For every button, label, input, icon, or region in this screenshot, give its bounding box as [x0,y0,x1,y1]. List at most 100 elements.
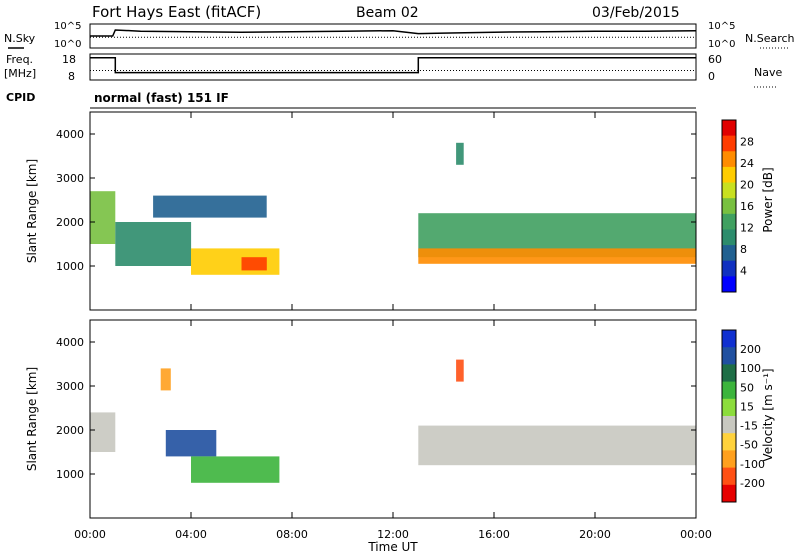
x-axis-ticks: 00:00 04:00 08:00 12:00 16:00 20:00 00:00 [74,112,712,541]
y-tick-label: 1000 [56,468,84,481]
power-y-ticks: 1000 2000 3000 4000 [56,128,696,273]
velocity-colorbar-swatch-0 [722,330,736,348]
power-colorbar-swatch-1 [722,135,736,152]
y-tick-label: 3000 [56,380,84,393]
freq-tick-top: 18 [62,53,76,66]
x-tick-label: 16:00 [478,528,510,541]
cpid-text: normal (fast) 151 IF [94,91,229,105]
power-colorbar-swatch-5 [722,198,736,215]
station-title: Fort Hays East (fitACF) [92,3,261,21]
power-region-6 [418,248,697,264]
power-colorbar-swatch-3 [722,166,736,184]
velocity-colorbar-swatch-6 [722,433,736,451]
power-colorbar-tick-label: 24 [740,157,754,170]
power-colorbar-tick-label: 16 [740,200,754,213]
power-heatmap [90,142,697,275]
y-tick-label: 3000 [56,172,84,185]
nave-tick-bottom: 0 [708,70,715,83]
x-axis-label: Time UT [367,540,418,554]
freq-panel [89,53,697,81]
velocity-colorbar-tick-label: -50 [740,439,758,452]
date-label: 03/Feb/2015 [592,5,680,21]
nave-tick-top: 60 [708,53,722,66]
velocity-y-ticks: 1000 2000 3000 4000 [56,336,696,481]
velocity-ylabel: Slant Range [km] [25,367,39,471]
x-tick-label: 00:00 [74,528,106,541]
power-colorbar-tick-label: 8 [740,243,747,256]
x-tick-label: 00:00 [680,528,712,541]
power-region-0 [90,191,116,244]
power-region-1 [115,222,192,266]
power-colorbar-swatch-4 [722,182,736,199]
velocity-colorbar-swatch-8 [722,467,736,486]
velocity-colorbar-tick-label: -200 [740,477,765,490]
y-tick-label: 2000 [56,216,84,229]
velocity-region-3 [418,425,697,466]
power-colorbar-tick-label: 28 [740,136,754,149]
power-region-7 [456,142,464,165]
freq-line [90,56,696,74]
nsky-tick-top: 10^5 [54,21,81,32]
power-colorbar-swatch-8 [722,245,736,262]
velocity-region-5 [160,368,171,391]
velocity-region-0 [90,412,116,452]
velocity-colorbar-swatch-7 [722,450,736,469]
power-colorbar-swatch-9 [722,260,736,277]
velocity-heatmap [90,359,697,483]
power-colorbar-tick-label: 20 [740,179,754,192]
velocity-colorbar: 200 100 50 15 -15 -50 -100 -200 [721,329,765,503]
power-colorbar-swatch-10 [722,276,736,293]
velocity-colorbar-swatch-4 [722,398,736,417]
cpid-label: CPID [6,91,35,104]
velocity-colorbar-frame [721,329,737,503]
power-region-4 [153,195,267,218]
y-tick-label: 4000 [56,128,84,141]
power-ylabel: Slant Range [km] [25,159,39,263]
velocity-colorbar-tick-label: 200 [740,343,761,356]
power-colorbar-swatch-0 [722,120,736,137]
velocity-region-1 [165,430,217,457]
nsky-line [90,29,697,37]
y-tick-label: 2000 [56,424,84,437]
y-tick-label: 4000 [56,336,84,349]
nsearch-label: N.Search [745,32,795,45]
velocity-region-2 [191,456,280,483]
beam-label: Beam 02 [356,5,419,21]
velocity-colorbar-swatch-2 [722,364,736,383]
freq-label: Freq. [6,53,33,66]
nsearch-tick-bottom: 10^0 [708,39,735,50]
velocity-colorbar-swatch-3 [722,381,736,400]
power-colorbar: 28 24 20 16 12 8 4 [721,119,754,293]
velocity-colorbar-label: Velocity [m s⁻¹] [761,368,775,461]
nave-label: Nave [754,66,782,79]
freq-unit-label: [MHz] [4,67,36,80]
x-tick-label: 04:00 [175,528,207,541]
power-colorbar-swatch-6 [722,213,736,230]
nsky-tick-bottom: 10^0 [54,39,81,50]
freq-tick-bottom: 8 [68,70,75,83]
velocity-colorbar-tick-label: 100 [740,362,761,375]
velocity-region-4 [456,359,464,382]
nsky-panel [89,23,697,49]
x-tick-label: 20:00 [579,528,611,541]
velocity-colorbar-swatch-5 [722,416,736,434]
power-colorbar-frame [721,119,737,293]
power-colorbar-tick-label: 12 [740,222,754,235]
nsky-label: N.Sky [4,32,36,45]
x-tick-label: 12:00 [377,528,409,541]
velocity-colorbar-tick-label: 50 [740,381,754,394]
velocity-colorbar-tick-label: -100 [740,458,765,471]
velocity-colorbar-tick-label: 15 [740,400,754,413]
velocity-colorbar-swatch-1 [722,347,736,365]
y-tick-label: 1000 [56,260,84,273]
nsearch-tick-top: 10^5 [708,21,735,32]
velocity-panel [89,319,697,519]
power-colorbar-swatch-2 [722,151,736,168]
power-colorbar-label: Power [dB] [761,167,775,232]
power-region-3 [241,257,267,271]
velocity-colorbar-swatch-9 [722,484,736,503]
power-colorbar-swatch-7 [722,229,736,246]
power-colorbar-tick-label: 4 [740,265,747,278]
velocity-colorbar-tick-label: -15 [740,420,758,433]
